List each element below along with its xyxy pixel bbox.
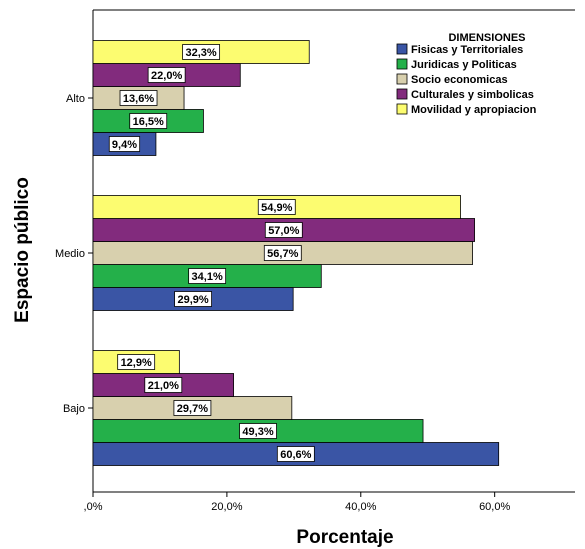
x-tick-label: ,0%: [84, 501, 103, 513]
y-axis-title: Espacio público: [12, 177, 33, 323]
x-tick-label: 20,0%: [211, 501, 242, 513]
bar-label-box: [174, 291, 212, 307]
legend-swatch: [396, 58, 408, 70]
y-axis: Alto Medio Bajo: [55, 93, 93, 415]
y-tick-label: Alto: [66, 93, 85, 105]
bar-label-box: [129, 113, 168, 129]
bar-label: 29,9%: [177, 294, 208, 306]
bar-label: 60,6%: [280, 449, 311, 461]
legend-label: Movilidad y apropiacion: [411, 104, 537, 116]
bar-label: 57,0%: [268, 225, 299, 237]
legend-box: [393, 24, 581, 130]
bar-label-box: [264, 222, 303, 238]
bar-label-box: [147, 67, 186, 83]
legend-title: DIMENSIONES: [448, 32, 525, 44]
legend-label: Fisicas y Territoriales: [411, 44, 523, 56]
bar-label: 29,7%: [177, 403, 208, 415]
bar-label: 21,0%: [148, 380, 179, 392]
bar-label-box: [257, 199, 296, 215]
bar-label-box: [144, 377, 183, 393]
bar-label-box: [263, 245, 302, 261]
x-tick-label: 60,0%: [479, 501, 510, 513]
legend-label: Socio economicas: [411, 74, 508, 86]
bar-label: 54,9%: [261, 202, 292, 214]
x-tick-label: 40,0%: [345, 501, 376, 513]
legend-swatch: [396, 88, 408, 100]
bar-label: 12,9%: [121, 357, 152, 369]
bar-label: 49,3%: [242, 426, 273, 438]
legend-swatch: [396, 103, 408, 115]
bar-label-box: [182, 44, 221, 60]
legend-swatch: [396, 73, 408, 85]
bar-label: 16,5%: [133, 116, 164, 128]
legend-label: Juridicas y Politicas: [411, 59, 517, 71]
bar-label-box: [188, 268, 227, 284]
bar-label-box: [117, 354, 156, 370]
legend-items: Fisicas y Territoriales Juridicas y Polit…: [396, 43, 537, 116]
bar-label: 32,3%: [186, 47, 217, 59]
bar-label: 56,7%: [267, 248, 298, 260]
bar-labels: 9,4% 16,5% 13,6% 22,0% 32,3% 29,9% 34,1% 56,7% 5…: [108, 44, 315, 462]
bar-label: 22,0%: [151, 70, 182, 82]
legend: DIMENSIONES Fisicas y Territoriales Jurid…: [393, 24, 581, 130]
legend-label: Culturales y simbolicas: [411, 89, 534, 101]
bar-label-box: [173, 400, 212, 416]
legend-swatch: [396, 43, 408, 55]
x-axis-title: Porcentaje: [296, 527, 393, 548]
bar-label-box: [239, 423, 277, 439]
bar-label: 34,1%: [192, 271, 223, 283]
x-axis: ,0% 20,0% 40,0% 60,0%: [84, 492, 510, 513]
bar-label-box: [276, 446, 315, 462]
bar-label: 9,4%: [112, 139, 137, 151]
bar-label-box: [119, 90, 158, 106]
y-tick-label: Bajo: [63, 403, 85, 415]
y-tick-label: Medio: [55, 248, 85, 260]
bar-label-box: [108, 136, 141, 152]
bar-label: 13,6%: [123, 93, 154, 105]
